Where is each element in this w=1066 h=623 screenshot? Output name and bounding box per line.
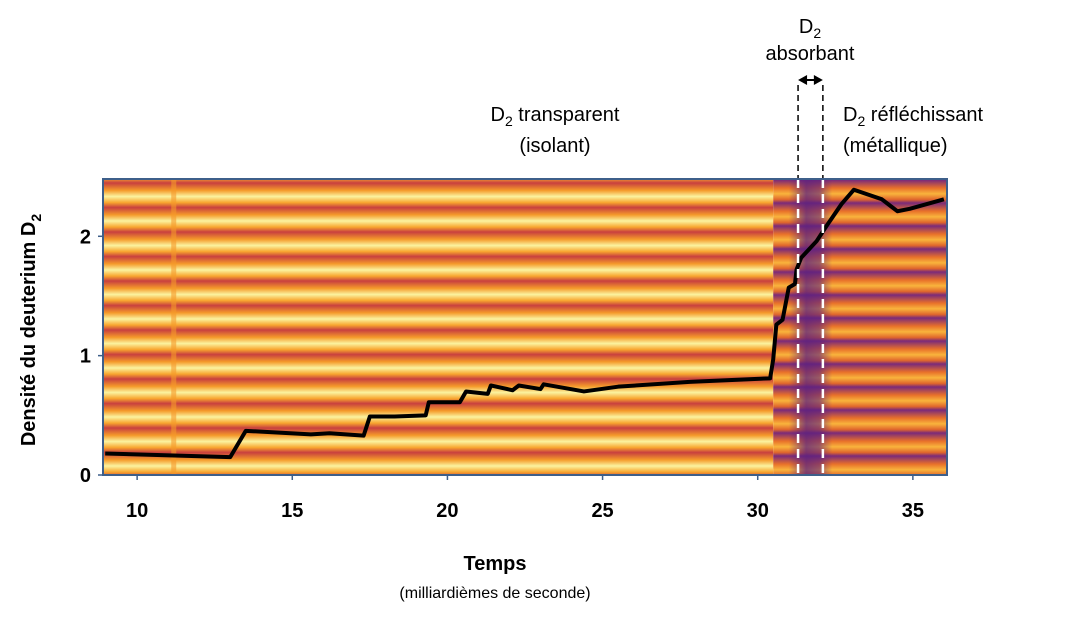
x-axis-sublabel: (milliardièmes de seconde) [399,585,590,602]
annotation-D: D [799,16,813,38]
annotation-subscript: 2 [505,113,513,129]
x-tick-label: 25 [591,500,613,522]
y-axis-label-subscript: 2 [28,214,44,222]
y-tick-label: 2 [80,226,91,248]
annotation-transparent-line2: (isolant) [519,135,590,157]
fringes-transparent [103,179,773,475]
annotation-text: transparent [513,104,620,126]
annotation-D: D [843,104,857,126]
annotation-reflechissant: D2 réfléchissant [843,104,984,129]
x-axis-label: Temps [464,553,527,575]
annotation-subscript: 2 [813,25,821,41]
absorbing-band [789,179,832,475]
x-tick-label: 30 [747,500,769,522]
x-tick-label: 15 [281,500,303,522]
arrow-head-right [814,75,823,85]
y-axis-label-main: Densité du deuterium D [18,222,40,446]
annotation-reflechissant-line2: (métallique) [843,135,947,157]
y-axis-label: Densité du deuterium D2 [18,214,44,446]
y-tick-label: 1 [80,346,91,368]
x-tick-label: 35 [902,500,924,522]
fringe-discontinuity [171,179,176,475]
x-tick-label: 20 [436,500,458,522]
annotation-absorbant-line2: absorbant [766,43,855,65]
annotation-D: D [491,104,505,126]
heatmap-background [103,179,947,475]
arrow-head-left [798,75,807,85]
annotation-subscript: 2 [857,113,865,129]
annotation-absorbant: D2 [799,16,821,41]
annotation-transparent: D2 transparent [491,104,620,129]
y-tick-label: 0 [80,465,91,487]
annotation-text: réfléchissant [865,104,983,126]
x-tick-label: 10 [126,500,148,522]
